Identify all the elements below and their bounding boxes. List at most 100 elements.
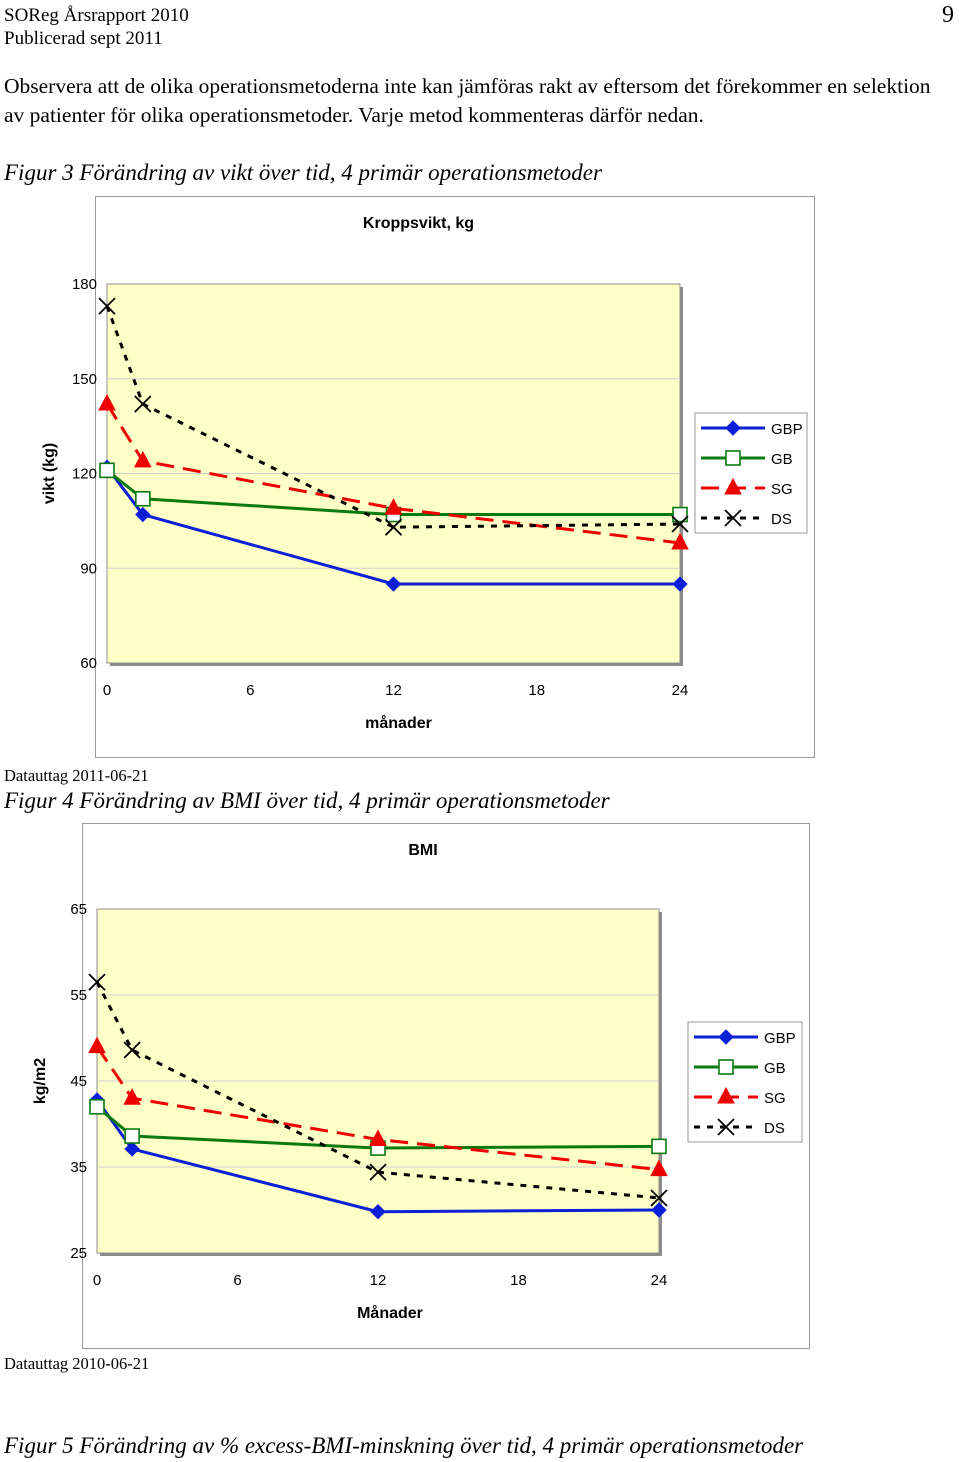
series-line-sg xyxy=(105,403,681,545)
data-point-gb xyxy=(89,1098,105,1115)
y-axis-label: kg/m2 xyxy=(32,1058,49,1104)
data-point-sg xyxy=(650,1159,668,1177)
figure3-data-note: Datauttag 2011-06-21 xyxy=(4,766,149,785)
y-tick-label: 180 xyxy=(72,276,97,293)
series-ds xyxy=(88,973,668,1207)
legend-label-gb: GB xyxy=(771,451,793,468)
figure5-caption: Figur 5 Förändring av % excess-BMI-minsk… xyxy=(4,1433,804,1458)
y-tick-label: 55 xyxy=(70,987,87,1004)
figure4-data-note: Datauttag 2010-06-21 xyxy=(4,1354,150,1373)
legend-label-gbp: GBP xyxy=(771,421,803,438)
legend: GBP GB SG DS xyxy=(694,412,808,534)
data-point-sg xyxy=(384,498,403,515)
legend-marker-sg xyxy=(717,1086,735,1104)
series-line-ds xyxy=(95,981,660,1200)
chart-svg: Kroppsvikt, kg 180 150 120 90 60 0 6 12 18 24 månad… xyxy=(41,215,808,732)
series-ds xyxy=(98,297,689,536)
y-tick-label: 65 xyxy=(70,901,87,918)
y-tick-label: 150 xyxy=(72,371,97,388)
series-gb xyxy=(99,462,688,523)
data-point-gb xyxy=(99,462,115,479)
data-point-gbp xyxy=(672,576,688,592)
data-point-ds xyxy=(650,1189,668,1207)
y-tick-label: 35 xyxy=(70,1159,87,1176)
legend-marker-ds xyxy=(717,1118,735,1136)
data-point-sg xyxy=(671,532,689,550)
x-tick-label: 0 xyxy=(103,682,111,699)
chart-title: BMI xyxy=(408,842,437,859)
data-point-gb xyxy=(135,490,151,507)
data-point-ds xyxy=(98,297,116,315)
legend-label-sg: SG xyxy=(771,481,793,498)
series-line-gbp xyxy=(105,466,680,586)
legend-label-gbp: GBP xyxy=(764,1030,796,1047)
data-point-sg xyxy=(88,1036,106,1054)
data-point-ds xyxy=(134,395,152,413)
x-tick-label: 24 xyxy=(672,682,689,699)
data-point-gb xyxy=(672,506,688,523)
y-tick-label: 90 xyxy=(80,560,97,577)
data-point-gbp xyxy=(385,576,402,592)
x-tick-label: 24 xyxy=(651,1272,668,1289)
data-point-sg xyxy=(98,393,116,411)
data-point-sg xyxy=(123,1088,141,1105)
legend-box xyxy=(687,1021,803,1143)
page-number: 9 xyxy=(942,2,954,28)
x-tick-label: 0 xyxy=(93,1272,101,1289)
chart-title: Kroppsvikt, kg xyxy=(363,215,474,232)
x-axis-label: Månader xyxy=(357,1304,423,1322)
data-point-ds xyxy=(369,1163,387,1181)
series-line-gb xyxy=(106,469,680,517)
y-tick-label: 45 xyxy=(70,1073,87,1090)
y-axis-label: vikt (kg) xyxy=(41,443,58,504)
legend-label-ds: DS xyxy=(764,1120,785,1137)
intro-paragraph: Observera att de olika operationsmetoder… xyxy=(4,74,931,127)
x-tick-label: 12 xyxy=(385,682,402,699)
data-point-gbp xyxy=(135,506,151,523)
published-date: Publicerad sept 2011 xyxy=(4,28,163,49)
legend-box xyxy=(694,412,808,534)
legend-marker-gb xyxy=(725,450,741,466)
legend-marker-ds xyxy=(724,509,742,527)
x-tick-label: 18 xyxy=(528,682,545,699)
legend: GBP GB SG DS xyxy=(687,1021,803,1143)
bmi-chart: BMI 65 55 45 35 25 0 6 12 18 24 Månader kg/m2 GBP GB SG… xyxy=(32,823,810,1349)
legend-label-ds: DS xyxy=(771,511,792,528)
x-tick-label: 18 xyxy=(510,1272,527,1289)
series-line-ds xyxy=(105,305,681,529)
x-tick-label: 12 xyxy=(370,1272,387,1289)
series-line-gb xyxy=(96,1105,660,1150)
series-line-gbp xyxy=(95,1099,660,1214)
legend-marker-gbp xyxy=(725,420,741,436)
legend-label-sg: SG xyxy=(764,1090,786,1107)
data-point-sg xyxy=(133,450,152,468)
data-point-ds xyxy=(88,973,106,991)
chart-svg: BMI 65 55 45 35 25 0 6 12 18 24 Månader kg/m2 GBP GB SG… xyxy=(32,842,803,1322)
figure3-caption: Figur 3 Förändring av vikt över tid, 4 p… xyxy=(4,160,602,185)
data-point-gb xyxy=(651,1138,667,1155)
series-sg xyxy=(88,1036,668,1177)
report-title: SOReg Årsrapport 2010 xyxy=(4,5,189,26)
y-tick-label: 120 xyxy=(72,466,97,483)
weight-chart: Kroppsvikt, kg 180 150 120 90 60 0 6 12 18 24 månad… xyxy=(41,196,815,758)
series-line-sg xyxy=(95,1045,660,1172)
legend-marker-gbp xyxy=(718,1029,734,1045)
data-point-gb xyxy=(124,1128,140,1144)
x-tick-label: 6 xyxy=(246,682,254,699)
data-point-gbp xyxy=(370,1204,386,1220)
legend-label-gb: GB xyxy=(764,1060,786,1077)
data-point-ds xyxy=(384,518,403,536)
data-point-ds xyxy=(671,515,689,533)
data-point-sg xyxy=(369,1129,387,1146)
header-left: SOReg Årsrapport 2010 Publicerad sept 20… xyxy=(4,4,189,50)
legend-marker-sg xyxy=(724,477,742,495)
y-tick-label: 60 xyxy=(80,655,97,672)
series-sg xyxy=(98,393,689,550)
data-point-ds xyxy=(123,1041,141,1059)
y-tick-label: 25 xyxy=(70,1245,87,1262)
data-point-gbp xyxy=(651,1202,667,1218)
x-axis-label: månader xyxy=(365,714,432,732)
figure4-caption: Figur 4 Förändring av BMI över tid, 4 pr… xyxy=(4,788,610,813)
legend-marker-gb xyxy=(718,1059,734,1075)
data-point-gbp xyxy=(124,1141,140,1157)
